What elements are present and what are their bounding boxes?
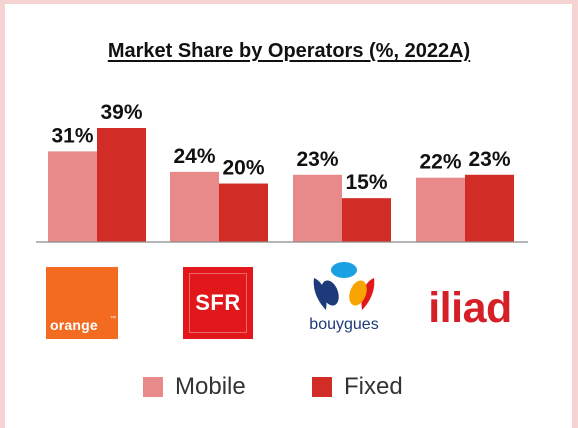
value-label-fixed-iliad: 23% (468, 148, 510, 171)
bouygues-logo: bouygues (298, 260, 390, 344)
bar-mobile-bouygues (293, 174, 342, 242)
iliad-logo: iliad (428, 284, 512, 332)
chart-title: Market Share by Operators (%, 2022A) (107, 40, 471, 62)
sfr-logo: SFR (183, 267, 253, 339)
orange-logo-tm: ™ (110, 316, 116, 322)
value-label-mobile-bouygues: 23% (296, 148, 338, 171)
value-labels-group: 31% 24% 23% 22% 39% 20% 15% 23% (51, 101, 510, 194)
bouygues-logo-text: bouygues (309, 316, 379, 333)
legend-fixed-swatch (312, 377, 332, 397)
bouygues-emblem-icon (313, 262, 375, 310)
legend-mobile-label: Mobile (175, 373, 246, 400)
bar-mobile-orange (48, 151, 97, 242)
bar-fixed-sfr (219, 183, 268, 242)
bar-fixed-orange (97, 128, 146, 242)
bar-fixed-iliad (465, 174, 514, 242)
orange-logo-text: orange (50, 317, 98, 333)
value-label-fixed-bouygues: 15% (345, 171, 387, 194)
bar-mobile-sfr (170, 171, 219, 242)
orange-logo: orange ™ (46, 267, 118, 339)
value-label-mobile-orange: 31% (51, 124, 93, 147)
legend-mobile-swatch (143, 377, 163, 397)
value-label-fixed-orange: 39% (100, 101, 142, 124)
value-label-fixed-sfr: 20% (222, 157, 264, 180)
value-label-mobile-sfr: 24% (173, 145, 215, 168)
bar-mobile-iliad (416, 177, 465, 242)
sfr-logo-text: SFR (189, 273, 247, 333)
legend-fixed: Fixed (312, 373, 403, 401)
value-label-mobile-iliad: 22% (419, 151, 461, 174)
legend-mobile: Mobile (143, 373, 246, 401)
legend-fixed-label: Fixed (344, 373, 403, 400)
bar-fixed-bouygues (342, 198, 391, 242)
bars-group (48, 128, 514, 242)
